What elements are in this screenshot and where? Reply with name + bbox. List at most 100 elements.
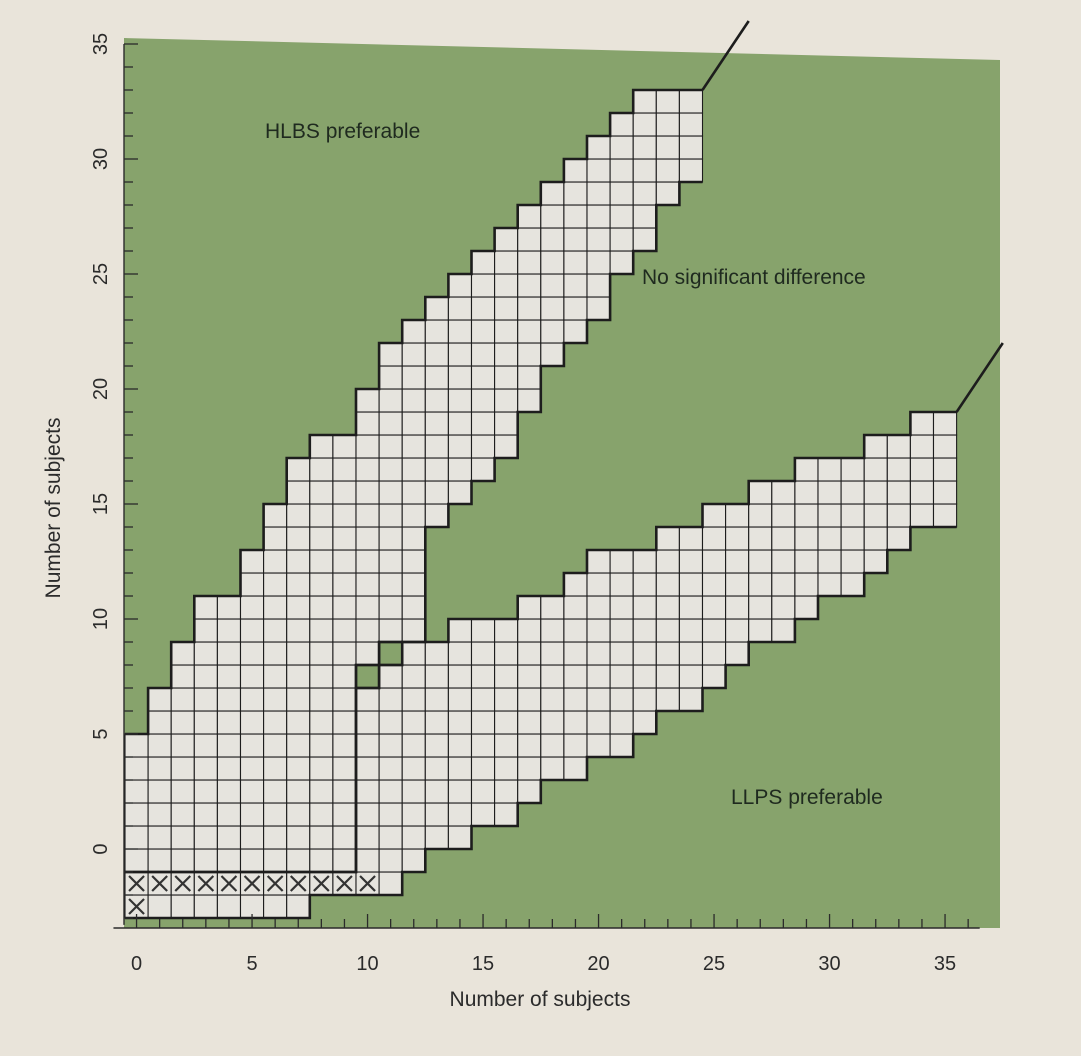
upper-band-cell (286, 526, 311, 551)
lower-band-cell (725, 503, 750, 528)
upper-band-cell (378, 526, 403, 551)
lower-band-cell (447, 802, 473, 827)
x-mark-stroke (336, 875, 353, 892)
lower-band-cell (586, 733, 611, 758)
lower-band-cell (540, 664, 565, 689)
upper-band-cell (517, 319, 542, 344)
upper-band-cell (239, 756, 265, 781)
upper-band-cell (332, 618, 357, 643)
upper-band-cell (124, 779, 149, 804)
lower-band-cell (701, 641, 727, 666)
lower-band-cell (378, 710, 403, 735)
upper-band-cell (332, 641, 357, 666)
upper-band-cell (193, 848, 218, 873)
upper-band-cell (216, 779, 242, 804)
upper-band-cell (586, 204, 611, 229)
x-tick-label: 20 (587, 953, 609, 975)
upper-band-cell (239, 664, 265, 689)
upper-band-cell (193, 733, 218, 758)
lower-band-cell (586, 549, 611, 574)
upper-band-cell (263, 503, 288, 528)
lower-band-cell (424, 664, 449, 689)
upper-band-cell (263, 733, 288, 758)
lower-band-cell (586, 641, 611, 666)
x-mark-stroke (243, 875, 261, 892)
lower-band-cell (447, 756, 473, 781)
upper-band-cell (309, 457, 334, 482)
lower-band-cell (748, 503, 773, 528)
lower-band-cell (909, 503, 935, 528)
lower-band-cell (632, 549, 657, 574)
upper-band-cell (655, 181, 680, 206)
x-mark (313, 875, 330, 892)
y-tick-label: 0 (90, 843, 112, 854)
upper-band-cell (147, 848, 172, 873)
lower-band-cell (863, 480, 888, 505)
upper-band-cell (239, 618, 265, 643)
lower-band-cell (424, 779, 449, 804)
lower-band-cell (540, 641, 565, 666)
upper-band-cell (424, 434, 449, 459)
lower-band-cell (771, 549, 796, 574)
upper-band-cell (355, 457, 380, 482)
upper-band-cell (355, 526, 380, 551)
lower-band-cell (401, 848, 426, 873)
y-tick-label: 10 (90, 608, 112, 630)
upper-band-cell (494, 411, 519, 436)
upper-band-cell (632, 135, 657, 160)
upper-band-cell (239, 710, 265, 735)
lower-band-cell (355, 687, 380, 712)
upper-band-cell (286, 825, 311, 850)
lower-band-cell (655, 549, 680, 574)
lower-band-cell (540, 756, 565, 781)
upper-band-cell (216, 595, 242, 620)
upper-band-cell (193, 779, 218, 804)
lower-band-cell (886, 503, 911, 528)
x-mark-stroke (220, 875, 238, 892)
upper-band-cell (447, 342, 473, 367)
upper-band-cell (332, 434, 357, 459)
upper-band-cell (216, 710, 242, 735)
upper-band-cell (309, 848, 334, 873)
lower-band-cell (517, 687, 542, 712)
lower-band-cell (540, 618, 565, 643)
upper-band-cell (401, 388, 426, 413)
x-mark (220, 875, 238, 892)
lower-band-cell (909, 480, 935, 505)
upper-band-cell (494, 273, 519, 298)
upper-band-cell (286, 687, 311, 712)
x-tick-label: 15 (472, 953, 494, 975)
upper-band-cell (193, 825, 218, 850)
upper-band-cell (424, 457, 449, 482)
lower-band-cell (517, 779, 542, 804)
lower-band-cell (748, 595, 773, 620)
lower-band-cell (632, 595, 657, 620)
lower-band-cell (725, 572, 750, 597)
upper-band-cell (447, 411, 473, 436)
lower-band-cell (586, 710, 611, 735)
lower-band-cell (378, 802, 403, 827)
upper-band-cell (632, 112, 657, 137)
lower-band-cell (470, 779, 496, 804)
upper-band-cell (378, 434, 403, 459)
upper-band-cell (147, 733, 172, 758)
lower-band-cell (447, 779, 473, 804)
upper-band-cell (378, 480, 403, 505)
upper-band-cell (424, 503, 449, 528)
upper-band-cell (286, 641, 311, 666)
lower-band-cell (725, 549, 750, 574)
upper-band-cell (170, 779, 195, 804)
lower-band-cell (632, 572, 657, 597)
upper-band-cell (355, 480, 380, 505)
upper-band-cell (147, 779, 172, 804)
lower-band-cell (517, 756, 542, 781)
upper-band-cell (401, 549, 426, 574)
upper-band-cell (332, 457, 357, 482)
upper-band-cell (332, 572, 357, 597)
upper-band-cell (609, 135, 634, 160)
upper-band-cell (378, 411, 403, 436)
upper-band-cell (586, 227, 611, 252)
lower-band-cell (609, 618, 634, 643)
upper-band-cell (286, 779, 311, 804)
